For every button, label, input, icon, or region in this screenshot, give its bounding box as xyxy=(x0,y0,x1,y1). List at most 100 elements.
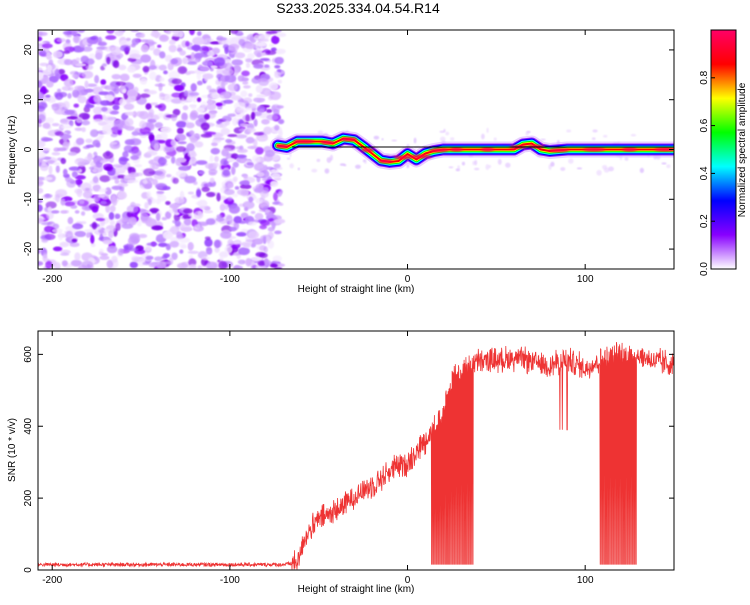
noise-blob xyxy=(131,130,140,136)
noise-blob xyxy=(261,186,270,194)
noise-blob xyxy=(105,190,112,195)
noise-blob xyxy=(200,122,210,131)
noise-blob xyxy=(250,256,263,262)
noise-blob xyxy=(277,166,283,170)
noise-blob xyxy=(568,158,574,164)
noise-blob xyxy=(162,186,171,191)
noise-blob xyxy=(214,247,220,253)
noise-blob xyxy=(277,118,285,125)
noise-blob xyxy=(139,77,148,85)
noise-blob xyxy=(61,260,68,267)
noise-blob xyxy=(51,210,60,214)
noise-blob xyxy=(271,169,279,174)
noise-blob xyxy=(221,181,226,188)
noise-blob xyxy=(92,212,104,220)
noise-blob xyxy=(74,127,84,132)
noise-blob xyxy=(550,161,555,167)
y-tick-label: 0 xyxy=(23,567,34,573)
noise-blob xyxy=(98,188,108,193)
noise-blob xyxy=(134,164,143,168)
noise-blob xyxy=(158,82,163,92)
noise-blob xyxy=(406,163,410,169)
noise-blob xyxy=(60,157,67,165)
noise-blob xyxy=(329,154,334,161)
noise-blob xyxy=(259,219,270,226)
noise-blob xyxy=(52,223,60,229)
noise-blob xyxy=(77,30,85,33)
noise-blob xyxy=(187,151,197,158)
noise-blob xyxy=(61,85,71,92)
noise-blob xyxy=(115,222,121,232)
noise-blob xyxy=(505,162,511,168)
noise-blob xyxy=(208,89,218,93)
noise-blob xyxy=(255,198,264,204)
noise-blob xyxy=(124,111,136,116)
y-tick-label: 0 xyxy=(23,146,34,152)
chart-title: S233.2025.334.04.54.R14 xyxy=(276,0,440,16)
noise-blob xyxy=(180,224,192,232)
noise-blob xyxy=(274,71,282,79)
y-tick-label: -20 xyxy=(23,241,34,256)
noise-blob xyxy=(129,138,142,146)
noise-blob xyxy=(243,175,248,179)
noise-blob xyxy=(145,41,158,45)
noise-blob xyxy=(157,157,167,166)
noise-blob xyxy=(207,93,213,102)
noise-blob xyxy=(71,171,78,178)
noise-blob xyxy=(39,147,51,152)
noise-blob xyxy=(38,199,43,204)
noise-blob xyxy=(175,146,187,153)
noise-blob xyxy=(45,201,57,209)
noise-blob xyxy=(196,97,202,103)
noise-blob xyxy=(104,166,113,171)
noise-blob xyxy=(245,114,250,122)
noise-blob xyxy=(253,63,264,69)
noise-blob xyxy=(233,215,243,224)
noise-blob xyxy=(126,89,137,97)
noise-blob xyxy=(246,162,254,166)
noise-blob xyxy=(191,105,197,110)
noise-blob xyxy=(266,108,273,113)
noise-blob xyxy=(172,177,179,184)
noise-blob xyxy=(102,232,107,237)
noise-blob xyxy=(38,204,43,212)
colorbar-tick-label: 0.6 xyxy=(699,118,710,132)
colorbar-tick-label: 0.8 xyxy=(699,70,710,84)
noise-blob xyxy=(88,53,96,60)
signal-hotspot xyxy=(320,140,335,145)
noise-blob xyxy=(247,230,260,239)
noise-blob xyxy=(60,249,71,254)
x-tick-label: -200 xyxy=(42,274,62,285)
noise-blob xyxy=(228,44,239,52)
noise-blob xyxy=(474,167,480,171)
noise-blob xyxy=(207,51,215,57)
noise-blob xyxy=(46,159,56,165)
noise-blob xyxy=(91,221,97,230)
noise-blob xyxy=(257,260,266,266)
noise-blob xyxy=(126,247,139,252)
noise-blob xyxy=(38,36,43,42)
noise-blob xyxy=(201,256,210,261)
noise-blob xyxy=(203,210,214,214)
noise-blob xyxy=(158,242,168,248)
noise-blob xyxy=(251,154,261,164)
noise-blob xyxy=(142,261,151,266)
spectrogram-y-ticks: -20 -10 0 10 20 xyxy=(23,44,674,256)
noise-blob xyxy=(624,157,629,161)
noise-blob xyxy=(62,30,73,36)
noise-blob xyxy=(238,38,246,46)
noise-blob xyxy=(74,63,87,67)
noise-blob xyxy=(254,212,264,221)
snr-series-line xyxy=(38,341,674,570)
noise-blob xyxy=(128,172,140,178)
noise-blob xyxy=(104,85,115,91)
noise-blob xyxy=(68,166,81,171)
noise-blob xyxy=(273,218,286,224)
noise-blob xyxy=(204,236,211,240)
noise-blob xyxy=(222,68,234,76)
noise-blob xyxy=(40,136,49,142)
noise-blob xyxy=(239,184,252,190)
noise-blob xyxy=(234,264,240,269)
noise-blob xyxy=(197,31,202,37)
noise-blob xyxy=(275,32,287,38)
